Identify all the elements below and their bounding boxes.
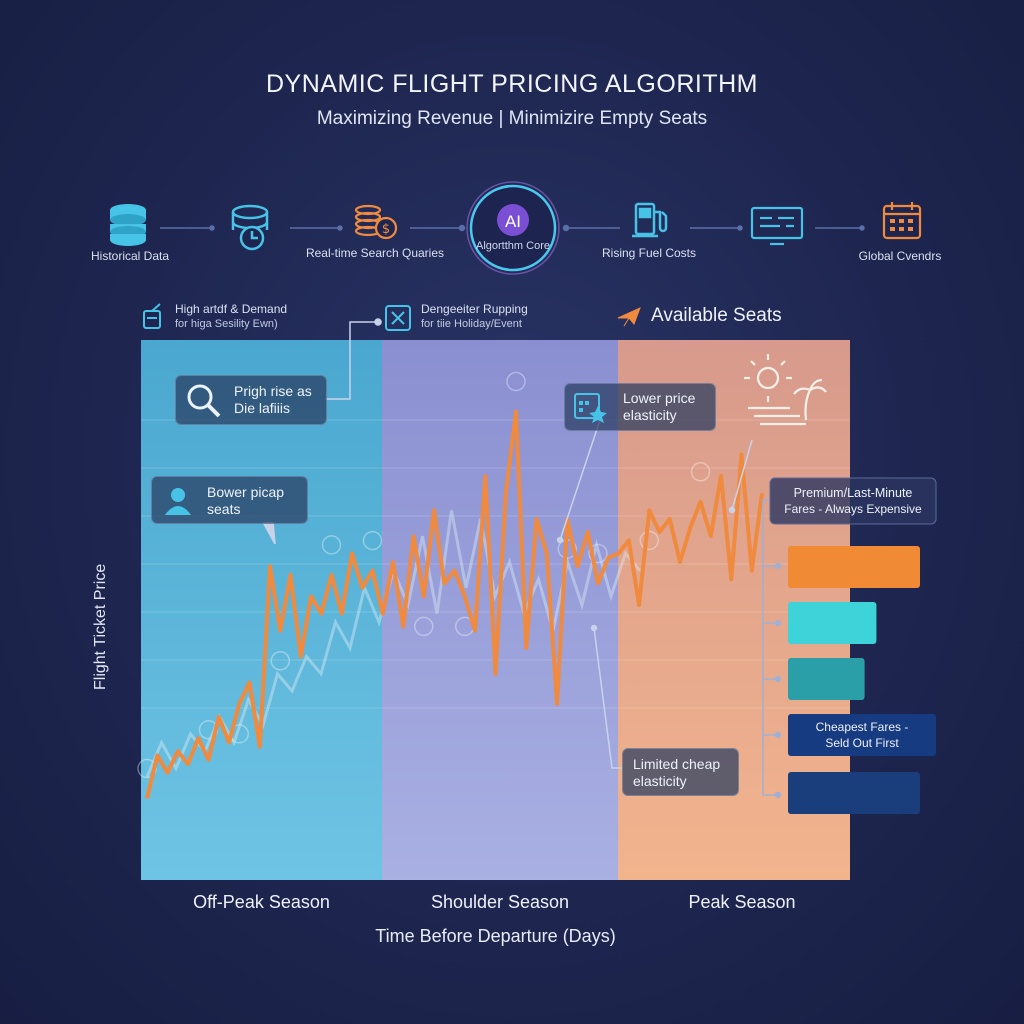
- premium-label-line2: Fares - Always Expensive: [784, 502, 922, 516]
- legend-demand-title: High artdf & Demand: [175, 302, 288, 316]
- demand-icon: [143, 303, 161, 329]
- callout-limited-line2: elasticity: [633, 773, 687, 789]
- callout-limited-line1: Limited cheap: [633, 756, 721, 772]
- side-panel-nodes: [774, 562, 782, 799]
- cheapest-label-line2: Seld Out First: [825, 736, 899, 750]
- bubble: [639, 530, 659, 551]
- legend-event: Dengeeiter Rupping for tiie Holiday/Even…: [421, 302, 528, 332]
- pipeline-label-fuel: Rising Fuel Costs: [601, 246, 697, 260]
- callout-price-rise-line2: Die lafiiis: [234, 400, 291, 416]
- x-axis-label: Time Before Departure (Days): [375, 926, 616, 946]
- person-icon: [165, 488, 191, 515]
- y-axis-label: Flight Ticket Price: [92, 563, 109, 690]
- season-offpeak: Off-Peak Season: [193, 892, 330, 912]
- database-clock-icon: [231, 204, 269, 251]
- bubble: [362, 530, 383, 551]
- bubble: [414, 616, 434, 637]
- price-series-line: [145, 409, 764, 799]
- cheapest-label-line1: Cheapest Fares -: [815, 720, 909, 734]
- premium-label-line1: Premium/Last-Minute: [793, 486, 913, 500]
- calendar-star-icon: [574, 393, 607, 423]
- callout-seats-line2: seats: [207, 501, 241, 517]
- callout-limited-cheap: Limited cheap elasticity: [622, 748, 739, 796]
- page-subtitle: Maximizing Revenue | Minimizire Empty Se…: [316, 108, 708, 129]
- callout-price-rise-line1: Prigh rise as: [234, 383, 312, 399]
- bubble: [690, 462, 711, 482]
- pipeline-connectors: [160, 224, 865, 232]
- season-shoulder: Shoulder Season: [430, 892, 570, 912]
- seat-bar: [788, 602, 877, 644]
- available-seats-label: Available Seats: [651, 305, 782, 326]
- pipeline-diagram: $ AI: [110, 181, 922, 275]
- legend-event-title: Dengeeiter Rupping: [421, 302, 528, 316]
- bubble: [270, 651, 290, 671]
- pipeline-label-core: Algortthm Core: [476, 240, 550, 252]
- callout-price-rise: Prigh rise as Die lafiiis: [175, 375, 327, 425]
- seat-bars: [788, 546, 920, 814]
- event-icon: [385, 305, 411, 331]
- page-title: DYNAMIC FLIGHT PRICING ALGORITHM: [266, 70, 758, 98]
- sun-palm-icon: [744, 354, 827, 426]
- callout-elasticity-line2: elasticity: [623, 407, 677, 423]
- cheapest-box: [788, 714, 936, 756]
- search-icon: [187, 384, 221, 418]
- premium-box: [769, 477, 937, 525]
- bubble: [321, 535, 342, 555]
- bubble: [506, 371, 526, 392]
- seat-bar: [788, 772, 920, 814]
- seat-bar: [788, 546, 920, 588]
- pipeline-label-vendors: Global Cvendrs: [858, 249, 942, 263]
- calendar-icon: [882, 202, 922, 240]
- legend-demand-sub: for higa Sesility Ewn): [175, 318, 278, 330]
- season-peak: Peak Season: [688, 892, 796, 912]
- legend-event-sub: for tiie Holiday/Event: [421, 318, 522, 330]
- monitor-icon: [750, 206, 804, 246]
- callout-elasticity-line1: Lower price: [623, 390, 696, 406]
- plane-icon: [617, 307, 641, 327]
- seat-bar: [788, 658, 865, 700]
- ai-core-icon: AI: [466, 181, 560, 275]
- svg-text:$: $: [382, 222, 390, 237]
- legend-demand: High artdf & Demand for higa Sesility Ew…: [175, 302, 287, 332]
- callout-seats: Bower picap seats: [151, 476, 308, 524]
- database-icon: [110, 204, 146, 246]
- premium-label: Premium/Last-Minute Fares - Always Expen…: [770, 485, 936, 517]
- coins-icon: $: [354, 204, 398, 240]
- bubble: [588, 543, 608, 564]
- fuel-pump-icon: [632, 202, 668, 238]
- pipeline-label-historical: Historical Data: [90, 249, 170, 263]
- callout-seats-line1: Bower picap: [207, 484, 285, 500]
- pipeline-label-search: Real-time Search Quaries: [305, 246, 445, 260]
- ai-text: AI: [505, 212, 521, 231]
- callout-elasticity: Lower price elasticity: [564, 383, 716, 431]
- cheapest-label: Cheapest Fares - Seld Out First: [788, 719, 936, 751]
- callout-connectors: [262, 318, 753, 769]
